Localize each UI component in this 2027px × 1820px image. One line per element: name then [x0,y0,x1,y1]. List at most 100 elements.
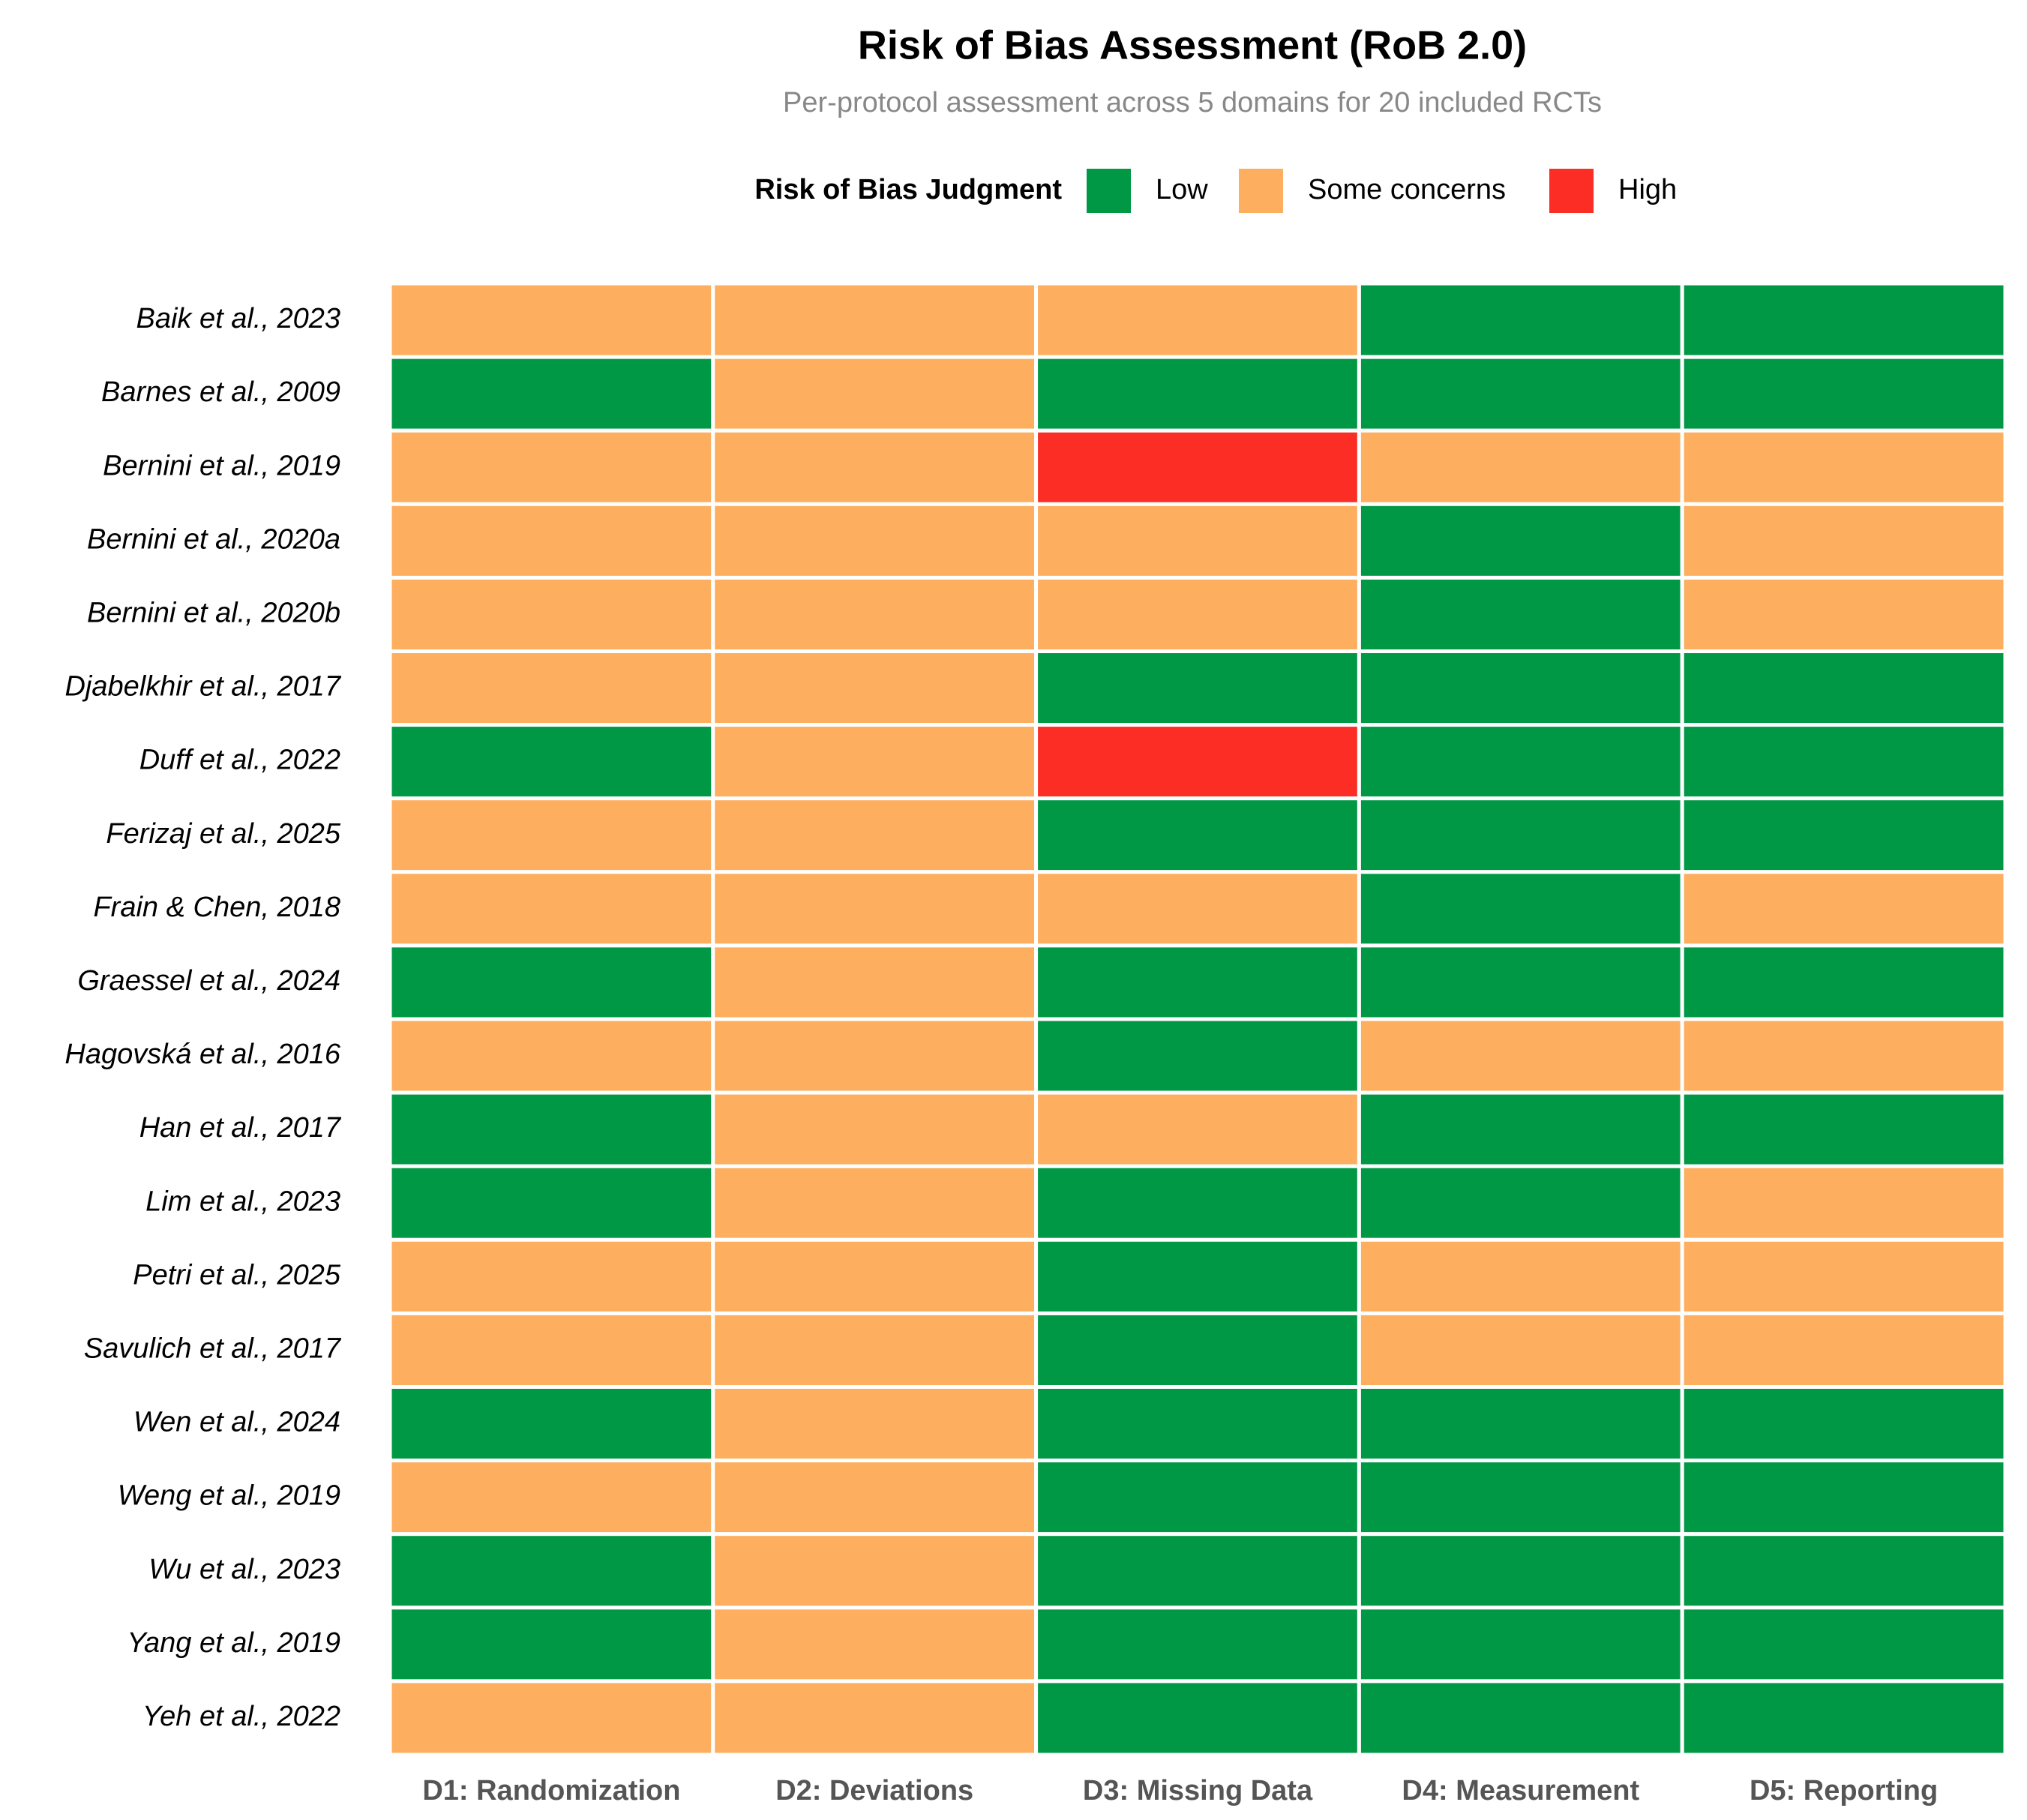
heatmap-cell [388,1164,715,1242]
x-tick-label: D4: Measurement [1402,1775,1639,1807]
heatmap-cell [388,723,715,801]
heatmap-cell [711,502,1039,580]
heatmap-cell [711,1311,1039,1390]
heatmap-cell [1680,428,2008,506]
y-tick-label: Bernini et al., 2020b [87,597,340,628]
heatmap-cell [1034,1385,1361,1463]
heatmap-cell [1680,649,2008,727]
heatmap-cell [711,281,1039,359]
heatmap-cell [711,943,1039,1021]
heatmap-cell [1357,575,1684,654]
heatmap-cell [1357,870,1684,948]
y-tick-label: Barnes et al., 2009 [101,376,340,408]
heatmap-cell [1357,1459,1684,1537]
y-tick-label: Savulich et al., 2017 [84,1333,342,1364]
heatmap-cell [1034,1090,1361,1168]
x-tick-label: D5: Reporting [1750,1775,1938,1807]
heatmap-cell [1680,575,2008,654]
heatmap-cell [1680,1606,2008,1684]
heatmap-cell [388,1606,715,1684]
legend-label: High [1618,174,1677,205]
heatmap-cell [711,1606,1039,1684]
heatmap-cell [1357,649,1684,727]
legend-swatch [1087,169,1131,213]
heatmap-cell [1680,1532,2008,1610]
heatmap-cell [1034,502,1361,580]
heatmap-cell [1680,502,2008,580]
heatmap-cell [388,502,715,580]
heatmap-cell [1680,870,2008,948]
y-tick-label: Duff et al., 2022 [139,745,340,776]
heatmap-cell [711,1679,1039,1757]
heatmap-cell [1680,796,2008,874]
y-tick-label: Hagovská et al., 2016 [64,1039,340,1070]
heatmap-cell [1034,1606,1361,1684]
heatmap-cell [1357,1679,1684,1757]
heatmap-cell [1680,1679,2008,1757]
heatmap-cell [1034,870,1361,948]
heatmap-cell [388,281,715,359]
heatmap-cell [1357,281,1684,359]
heatmap-cell [388,428,715,506]
heatmap-cell [388,1017,715,1095]
heatmap-cell [711,1164,1039,1242]
legend-swatch [1549,169,1594,213]
heatmap-cell [1357,796,1684,874]
y-tick-label: Wen et al., 2024 [133,1407,340,1438]
legend-label: Some concerns [1308,174,1506,205]
heatmap-cell [1357,1164,1684,1242]
heatmap-cell [1034,796,1361,874]
heatmap-cell [388,1237,715,1315]
heatmap-cell [1357,1237,1684,1315]
heatmap-cell [388,943,715,1021]
legend-label: Low [1156,174,1208,205]
heatmap-cell [1357,943,1684,1021]
heatmap-cell [1680,1385,2008,1463]
heatmap-cell [1357,428,1684,506]
y-tick-label: Djabelkhir et al., 2017 [64,671,341,703]
y-tick-label: Yeh et al., 2022 [142,1701,340,1732]
heatmap-cell [1680,723,2008,801]
y-tick-label: Yang et al., 2019 [127,1627,340,1659]
y-tick-label: Bernini et al., 2020a [87,523,340,555]
heatmap-cell [1034,943,1361,1021]
y-tick-label: Ferizaj et al., 2025 [106,818,340,850]
heatmap-cell [711,428,1039,506]
heatmap-cell [388,355,715,433]
heatmap-cell [1680,355,2008,433]
heatmap-cell [388,1532,715,1610]
heatmap-cell [1680,1237,2008,1315]
heatmap-cell [1034,428,1361,506]
y-tick-label: Wu et al., 2023 [148,1554,340,1585]
heatmap-cell [1680,1164,2008,1242]
heatmap-cell [1034,723,1361,801]
heatmap-cell [388,1459,715,1537]
heatmap-cell [1034,575,1361,654]
heatmap-cell [1034,355,1361,433]
heatmap-cell [388,1385,715,1463]
heatmap-cell [388,1090,715,1168]
heatmap-cell [388,796,715,874]
chart-subtitle: Per-protocol assessment across 5 domains… [783,87,1602,118]
x-tick-label: D2: Deviations [775,1775,973,1807]
heatmap-cell [1034,1017,1361,1095]
heatmap-cell [1034,1679,1361,1757]
heatmap-cell [711,1017,1039,1095]
y-tick-label: Bernini et al., 2019 [103,450,340,481]
heatmap-cell [1357,1090,1684,1168]
y-tick-label: Lim et al., 2023 [145,1186,340,1217]
heatmap-cell [388,1679,715,1757]
heatmap-cell [1680,943,2008,1021]
heatmap-cell [711,1385,1039,1463]
heatmap-cell [1357,1017,1684,1095]
heatmap-cell [1034,281,1361,359]
heatmap-cell [388,575,715,654]
heatmap-cell [711,796,1039,874]
y-tick-label: Petri et al., 2025 [133,1259,341,1291]
heatmap-cell [1357,1532,1684,1610]
heatmap-cell [1034,1237,1361,1315]
heatmap-cell [1034,1459,1361,1537]
chart-title: Risk of Bias Assessment (RoB 2.0) [858,22,1527,67]
